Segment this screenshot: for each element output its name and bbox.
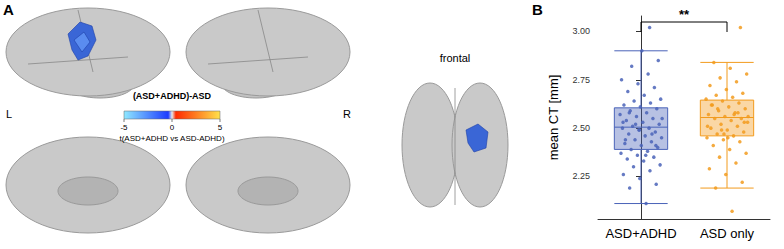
svg-text:L: L: [6, 108, 12, 120]
svg-text:**: **: [679, 7, 690, 22]
svg-text:5: 5: [218, 123, 223, 132]
svg-text:ASD only: ASD only: [700, 226, 755, 241]
svg-text:A: A: [3, 1, 14, 18]
svg-text:2.50: 2.50: [572, 123, 590, 133]
svg-text:0: 0: [170, 123, 175, 132]
svg-text:R: R: [343, 108, 351, 120]
svg-text:2.75: 2.75: [572, 75, 590, 85]
svg-text:-5: -5: [120, 123, 128, 132]
svg-text:frontal: frontal: [440, 52, 471, 64]
svg-text:(ASD+ADHD)-ASD: (ASD+ADHD)-ASD: [133, 91, 212, 101]
svg-text:ASD+ADHD: ASD+ADHD: [605, 226, 676, 241]
svg-text:t(ASD+ADHD vs ASD-ADHD): t(ASD+ADHD vs ASD-ADHD): [119, 134, 224, 143]
svg-text:B: B: [532, 1, 543, 18]
svg-text:2.25: 2.25: [572, 171, 590, 181]
svg-text:mean CT [mm]: mean CT [mm]: [546, 75, 561, 161]
svg-text:3.00: 3.00: [572, 26, 590, 36]
